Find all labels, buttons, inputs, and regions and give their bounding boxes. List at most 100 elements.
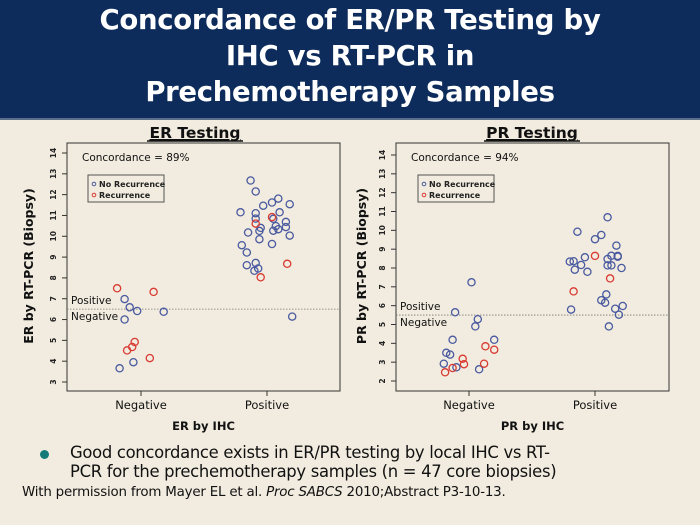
x-tick-label-negative: Negative — [443, 398, 495, 412]
threshold-label-negative: Negative — [71, 311, 118, 323]
legend-box — [417, 174, 495, 203]
data-point — [570, 265, 580, 274]
data-point — [243, 228, 253, 237]
data-point — [256, 273, 265, 282]
data-point — [269, 226, 278, 235]
x-tick-label-positive: Positive — [573, 398, 617, 412]
data-point — [267, 198, 277, 207]
y-tick-label: 11 — [378, 206, 387, 216]
data-point — [255, 234, 264, 244]
data-point — [450, 308, 460, 317]
x-axis-label: PR by IHC — [501, 419, 564, 433]
data-point — [251, 208, 260, 218]
bullet-line-2: PCR for the prechemotherapy samples (n =… — [70, 462, 557, 481]
data-point — [583, 267, 592, 277]
data-point — [269, 214, 278, 224]
data-point — [573, 227, 582, 236]
data-point — [481, 342, 490, 351]
citation-prefix: With permission from Mayer EL et al. — [22, 485, 267, 500]
data-point — [613, 252, 622, 261]
plot-frame — [66, 142, 341, 392]
legend-label-recurrence: Recurrence — [99, 191, 151, 200]
citation: With permission from Mayer EL et al. Pro… — [22, 485, 506, 500]
legend: No Recurrence Recurrence — [417, 174, 496, 203]
data-point — [566, 305, 576, 314]
data-point — [120, 294, 129, 304]
data-point — [285, 199, 294, 209]
data-point — [580, 253, 590, 262]
data-point — [130, 337, 139, 347]
x-tick-label-negative: Negative — [115, 398, 167, 412]
series-no-recurrence — [115, 176, 297, 373]
slide-title-line-2: IHC vs RT-PCR in — [225, 40, 475, 72]
legend: No Recurrence Recurrence — [87, 174, 166, 203]
data-point — [602, 290, 611, 299]
data-point — [612, 241, 621, 250]
data-point — [112, 284, 122, 293]
data-point — [605, 274, 615, 283]
data-point — [448, 335, 457, 345]
plot-frame — [395, 142, 670, 392]
data-point — [604, 322, 614, 331]
chart-title: ER Testing — [149, 124, 240, 142]
data-point — [590, 251, 600, 261]
concordance-annotation: Concordance = 89% — [82, 152, 190, 164]
data-point — [122, 346, 132, 355]
y-tick-label: 9 — [49, 254, 58, 259]
legend-label-recurrence: Recurrence — [429, 191, 481, 200]
y-tick-label: 8 — [378, 265, 387, 270]
y-tick-label: 6 — [49, 317, 58, 322]
title-banner: Concordance of ER/PR Testing by IHC vs R… — [0, 0, 700, 120]
y-tick-label: 13 — [49, 169, 58, 179]
data-point — [236, 208, 245, 217]
data-point — [448, 363, 457, 373]
slide-title-line-3: Prechemotherapy Samples — [145, 76, 555, 108]
data-point — [607, 261, 616, 270]
data-point — [590, 234, 600, 244]
charts-area: ER Testing 3 4 5 6 7 8 9 10 11 12 13 14 ER by RT-PCR … — [21, 124, 670, 433]
data-point — [281, 217, 291, 227]
y-tick-label: 4 — [378, 341, 387, 346]
data-point — [458, 354, 467, 364]
data-point — [607, 251, 616, 261]
data-point — [267, 212, 277, 222]
data-point — [603, 261, 612, 270]
data-point — [275, 208, 284, 217]
series-no-recurrence — [439, 213, 627, 374]
data-point — [258, 201, 268, 210]
data-point — [597, 230, 606, 240]
citation-journal: Proc SABCS — [266, 485, 343, 500]
data-point — [132, 306, 142, 316]
data-point — [159, 307, 168, 317]
threshold-label-positive: Positive — [71, 295, 111, 307]
y-tick-label: 13 — [378, 169, 387, 179]
data-point — [120, 315, 129, 324]
data-point — [569, 287, 578, 296]
data-point — [255, 226, 264, 236]
data-point — [115, 364, 124, 373]
data-point — [576, 260, 586, 270]
data-point — [600, 298, 610, 307]
data-point — [242, 260, 252, 270]
data-point — [125, 303, 134, 312]
data-point — [439, 359, 449, 368]
data-point — [237, 240, 247, 250]
data-point — [251, 214, 260, 223]
data-point — [242, 248, 252, 257]
data-point — [471, 322, 480, 331]
series-recurrence — [112, 212, 292, 363]
slide-title-line-1: Concordance of ER/PR Testing by — [99, 4, 601, 36]
y-tick-label: 14 — [49, 148, 58, 158]
chart-title: PR Testing — [486, 124, 578, 142]
y-tick-label: 11 — [49, 210, 58, 220]
y-tick-label: 4 — [49, 359, 58, 364]
data-point — [452, 363, 461, 372]
data-point — [282, 259, 292, 269]
y-tick-label: 14 — [378, 150, 387, 160]
data-point — [565, 257, 575, 266]
y-tick-label: 5 — [49, 338, 58, 343]
data-point — [281, 222, 291, 232]
legend-marker-no-recurrence — [91, 181, 97, 187]
data-point — [440, 368, 450, 377]
y-tick-label: 7 — [49, 296, 58, 301]
